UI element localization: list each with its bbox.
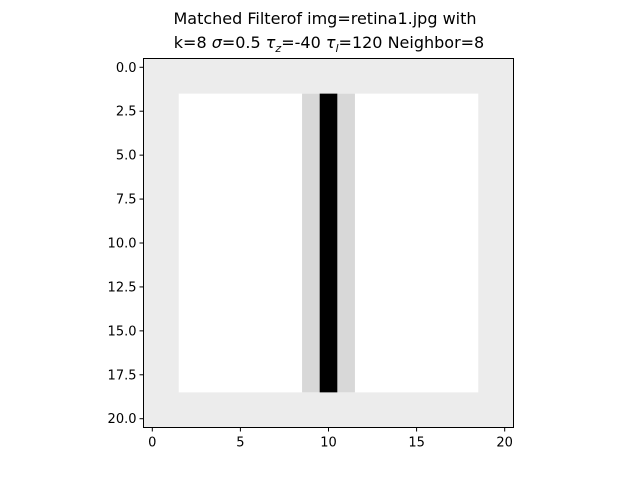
x-tick-label: 0 (148, 436, 156, 451)
y-tick-label: 12.5 (108, 280, 137, 295)
y-tick-label: 10.0 (108, 237, 137, 252)
chart-title-line-1: Matched Filterof img=retina1.jpg with (173, 9, 476, 28)
y-tick-label: 5.0 (116, 149, 137, 164)
title-part-7: l (335, 42, 338, 55)
title-part-8: =120 Neighbor=8 (339, 33, 485, 52)
y-tick-label: 0.0 (116, 61, 137, 76)
title-part-5: =-40 (281, 33, 326, 52)
title-part-4: z (274, 42, 281, 55)
x-tick-label: 10 (320, 436, 337, 451)
chart-title: Matched Filterof img=retina1.jpg with k=… (173, 9, 484, 55)
y-tick-label: 20.0 (108, 412, 137, 427)
title-part-0: k=8 (174, 33, 212, 52)
y-tick-label: 2.5 (116, 105, 137, 120)
title-part-2: =0.5 (222, 33, 266, 52)
black-vessel-line (319, 93, 338, 393)
x-tick-label: 15 (408, 436, 425, 451)
y-tick-label: 7.5 (116, 193, 137, 208)
x-tick-label: 5 (236, 436, 244, 451)
chart-title-line-2: k=8 σ=0.5 τz=-40 τl=120 Neighbor=8 (174, 33, 484, 55)
y-tick-label: 15.0 (108, 324, 137, 339)
heatmap-cells (143, 58, 514, 428)
title-part-1: σ (212, 33, 223, 52)
y-axis: 0.0 2.5 5.0 7.5 10.0 12.5 15.0 17.5 20.0 (108, 61, 144, 427)
title-part-6: τ (326, 33, 336, 52)
x-axis: 0 5 10 15 20 (148, 427, 513, 451)
x-tick-label: 20 (496, 436, 513, 451)
title-part-3: τ (266, 33, 276, 52)
y-tick-label: 17.5 (108, 368, 137, 383)
